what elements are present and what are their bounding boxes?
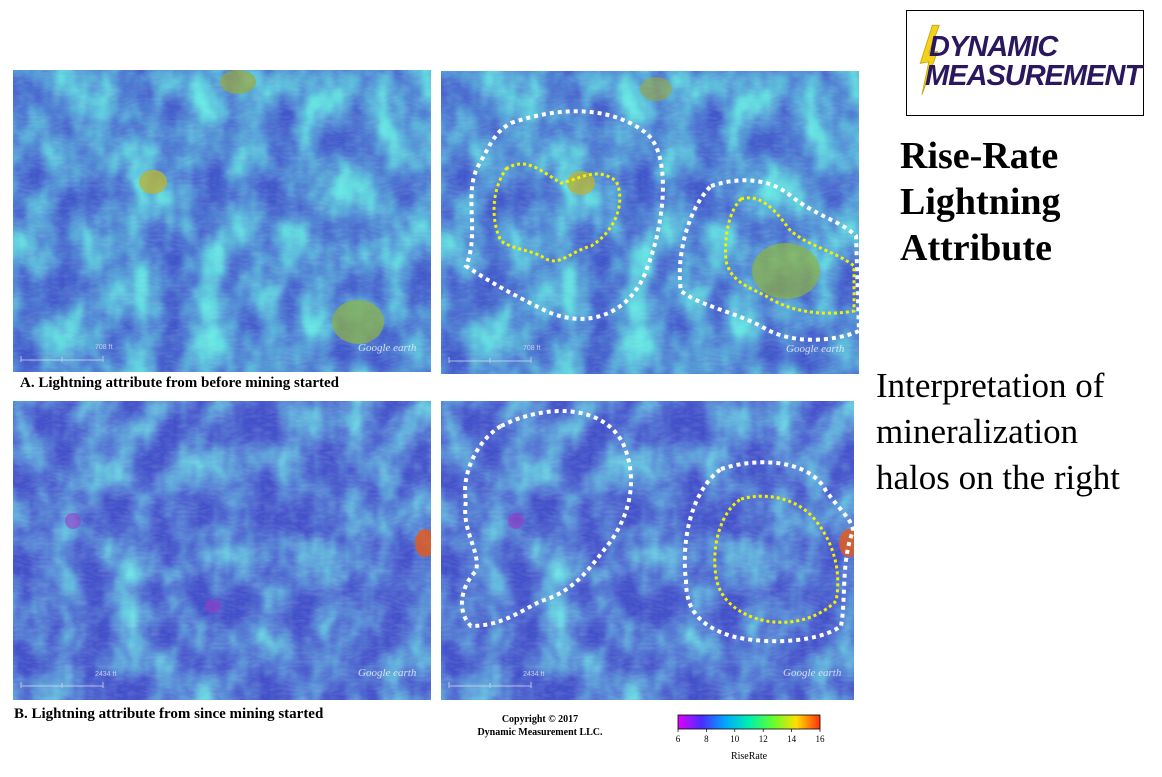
copyright-line-1: Copyright © 2017 xyxy=(501,714,579,725)
company-logo: DYNAMIC MEASUREMENT xyxy=(906,10,1144,116)
colorbar-tick-label: 14 xyxy=(787,734,797,744)
google-earth-watermark: Google earth xyxy=(783,667,842,679)
halo-outer-right xyxy=(682,460,854,644)
caption-panel-a: A. Lightning attribute from before minin… xyxy=(20,375,340,391)
scale-bar-label: 708 ft xyxy=(523,345,541,352)
google-earth-watermark: Google earth xyxy=(786,343,845,355)
halo-outer-left xyxy=(459,409,633,629)
map-panel-b-before: Google earth 2434 ft xyxy=(13,401,431,700)
colorbar-tick-label: 6 xyxy=(676,734,681,744)
title-line-2: Lightning xyxy=(900,181,1061,223)
halo-inner-right xyxy=(724,196,856,315)
map-panel-b-interpreted: Google earth 2434 ft xyxy=(441,401,854,700)
caption-panel-b: B. Lightning attribute from since mining… xyxy=(14,706,324,722)
colorbar-tick-label: 10 xyxy=(730,734,740,744)
copyright-line-2: Dynamic Measurement LLC. xyxy=(477,727,603,738)
scale-bar-label: 2434 ft xyxy=(95,671,117,678)
colorbar-label: RiseRate xyxy=(731,751,768,762)
halo-inner-right xyxy=(713,494,840,624)
scale-bar-label: 2434 ft xyxy=(523,671,545,678)
colorbar-tick-label: 16 xyxy=(816,734,826,744)
logo-line-2: MEASUREMENT xyxy=(925,60,1142,92)
map-panel-a-before: Google earth 708 ft xyxy=(13,70,431,372)
title-line-3: Attribute xyxy=(900,227,1052,269)
copyright-notice: Copyright © 2017 Dynamic Measurement LLC… xyxy=(470,713,610,739)
halo-inner-left xyxy=(492,162,622,263)
halo-outer-left xyxy=(463,109,665,321)
scale-bar-label: 708 ft xyxy=(95,344,113,351)
color-scale-legend: 6 8 10 12 14 16 RiseRate xyxy=(676,713,826,773)
google-earth-watermark: Google earth xyxy=(358,667,417,679)
page-title: Rise-Rate Lightning Attribute xyxy=(900,133,1061,271)
map-panel-a-interpreted: Google earth 708 ft xyxy=(441,71,859,374)
color-bar xyxy=(677,714,821,730)
logo-line-1: DYNAMIC xyxy=(929,31,1058,63)
interpretation-note: Interpretation of mineralization halos o… xyxy=(876,366,1120,497)
colorbar-tick-label: 12 xyxy=(759,734,768,744)
google-earth-watermark: Google earth xyxy=(358,342,417,354)
lightning-bolt-icon xyxy=(919,24,940,95)
title-line-1: Rise-Rate xyxy=(900,135,1059,177)
colorbar-tick-label: 8 xyxy=(704,734,709,744)
